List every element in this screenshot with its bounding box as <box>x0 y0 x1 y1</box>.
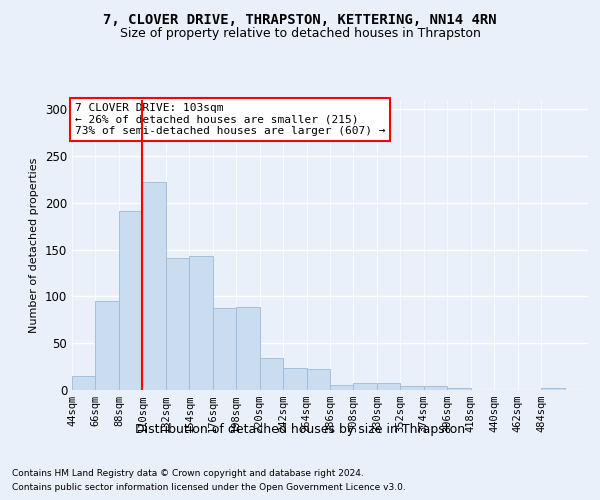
Text: 7 CLOVER DRIVE: 103sqm
← 26% of detached houses are smaller (215)
73% of semi-de: 7 CLOVER DRIVE: 103sqm ← 26% of detached… <box>74 103 385 136</box>
Text: Distribution of detached houses by size in Thrapston: Distribution of detached houses by size … <box>135 422 465 436</box>
Text: Contains public sector information licensed under the Open Government Licence v3: Contains public sector information licen… <box>12 484 406 492</box>
Bar <box>166 258 189 390</box>
Bar <box>260 358 283 390</box>
Y-axis label: Number of detached properties: Number of detached properties <box>29 158 40 332</box>
Bar <box>213 308 236 390</box>
Bar <box>330 386 353 390</box>
Bar <box>307 370 330 390</box>
Text: Contains HM Land Registry data © Crown copyright and database right 2024.: Contains HM Land Registry data © Crown c… <box>12 468 364 477</box>
Bar <box>447 388 471 390</box>
Bar <box>400 386 424 390</box>
Text: 7, CLOVER DRIVE, THRAPSTON, KETTERING, NN14 4RN: 7, CLOVER DRIVE, THRAPSTON, KETTERING, N… <box>103 12 497 26</box>
Bar <box>95 301 119 390</box>
Bar <box>541 388 565 390</box>
Bar <box>353 384 377 390</box>
Bar <box>377 384 400 390</box>
Bar <box>236 306 260 390</box>
Bar <box>119 212 142 390</box>
Bar <box>72 376 95 390</box>
Bar <box>283 368 307 390</box>
Bar <box>142 182 166 390</box>
Bar <box>424 386 447 390</box>
Bar <box>189 256 213 390</box>
Text: Size of property relative to detached houses in Thrapston: Size of property relative to detached ho… <box>119 28 481 40</box>
